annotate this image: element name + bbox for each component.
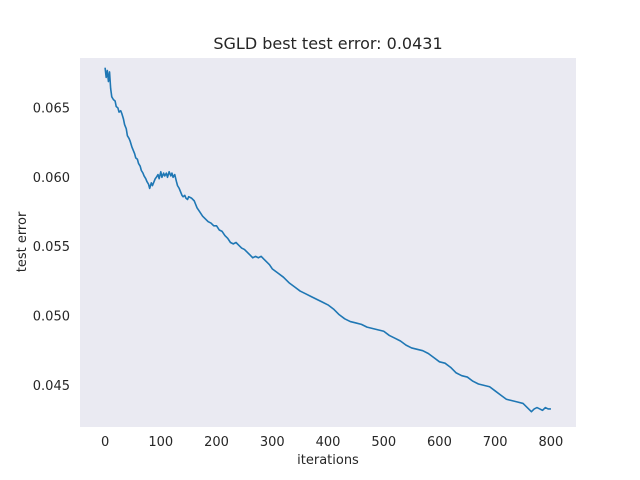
y-tick-label: 0.055 [33, 240, 70, 255]
y-axis-ticks: 0.045 0.050 0.055 0.060 0.065 [33, 101, 70, 393]
y-tick-label: 0.050 [33, 310, 70, 325]
y-tick-label: 0.065 [33, 101, 70, 116]
x-tick-label: 100 [148, 435, 173, 450]
y-axis-label: test error [15, 211, 30, 272]
y-tick-label: 0.045 [33, 379, 70, 394]
x-tick-label: 700 [483, 435, 508, 450]
x-tick-label: 800 [539, 435, 564, 450]
x-tick-label: 200 [204, 435, 229, 450]
chart-title: SGLD best test error: 0.0431 [213, 34, 442, 53]
x-tick-label: 400 [316, 435, 341, 450]
x-axis-ticks: 0 100 200 300 400 500 600 700 800 [101, 435, 563, 450]
x-tick-label: 300 [260, 435, 285, 450]
x-axis-label: iterations [297, 453, 359, 468]
x-tick-label: 500 [371, 435, 396, 450]
x-tick-label: 0 [101, 435, 109, 450]
plot-area-background [80, 58, 576, 427]
series-line [104, 67, 551, 413]
y-tick-label: 0.060 [33, 171, 70, 186]
x-tick-label: 600 [427, 435, 452, 450]
